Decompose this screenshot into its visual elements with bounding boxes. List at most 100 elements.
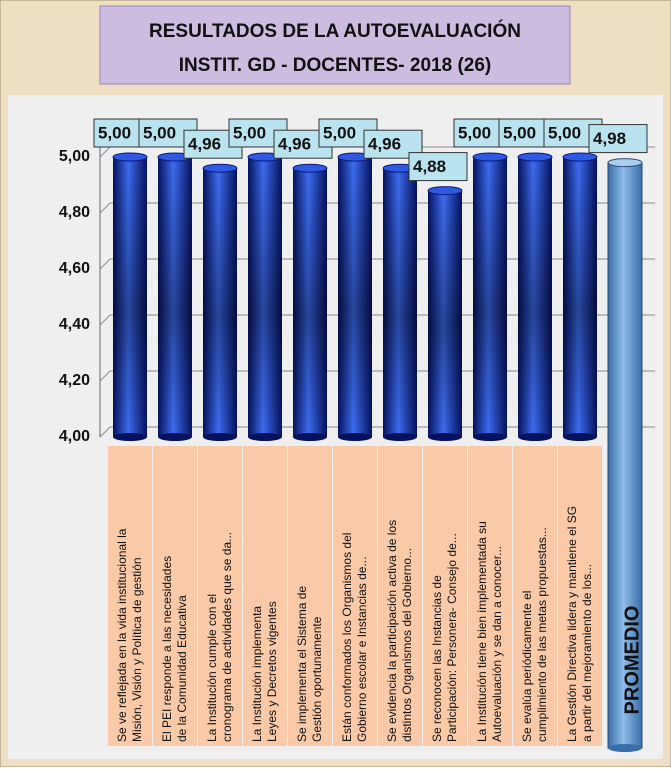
bar-bottom	[113, 433, 147, 441]
label-line: Se evalúa periódicamente el	[520, 591, 534, 742]
bar-shade	[338, 157, 372, 437]
category-label-box	[468, 446, 512, 746]
category-label-box	[333, 446, 377, 746]
title-box	[99, 5, 571, 85]
label-line: Gestión oportunamente	[310, 616, 324, 742]
bar-shade	[428, 190, 462, 437]
value-label: 4,88	[413, 157, 446, 176]
x-tick-label: La Institución tiene bien implementada s…	[475, 521, 504, 742]
y-tick-label: 4,60	[59, 260, 90, 277]
bar-bottom	[428, 433, 462, 441]
chart-subtitle: INSTIT. GD - DOCENTES- 2018 (26)	[179, 55, 492, 76]
bar-shade	[383, 168, 417, 437]
x-tick-label: PROMEDIO	[621, 606, 643, 715]
value-label-box	[408, 152, 468, 182]
label-line: Están conformados los Organismos del	[340, 533, 354, 742]
bar-top	[472, 152, 508, 162]
value-label: 5,00	[548, 123, 581, 142]
bar-bottom	[383, 433, 417, 441]
bar-top	[202, 163, 238, 173]
label-line: Misión, Visión y Política de gestión	[130, 557, 144, 742]
label-line: Se ve reflejada en la vida institucional…	[115, 528, 129, 742]
value-label: 5,00	[323, 123, 356, 142]
value-label: 5,00	[233, 123, 266, 142]
bar-top	[517, 152, 553, 162]
bar-top	[292, 163, 328, 173]
bar-top	[112, 152, 148, 162]
bar-bottom	[248, 433, 282, 441]
value-label: 4,96	[188, 135, 221, 154]
bar-top	[562, 152, 598, 162]
x-tick-label: La Institución cumple con elcronograma d…	[205, 532, 234, 742]
label-line: La Institución tiene bien implementada s…	[475, 521, 489, 742]
y-tick-label: 5,00	[59, 148, 90, 165]
y-tick-label: 4,20	[59, 372, 90, 389]
bar-shade	[158, 157, 192, 437]
label-line: a partir del mejoramiento de los...	[580, 564, 594, 742]
bar-shade	[113, 157, 147, 437]
value-label: 4,96	[368, 135, 401, 154]
category-label-box	[108, 446, 152, 746]
x-tick-label: La Gestión Directiva lidera y mantiene e…	[565, 506, 594, 742]
x-tick-label: La Institución implementaLeyes y Decreto…	[250, 601, 279, 742]
label-line: Se implementa el Sistema de	[295, 586, 309, 742]
bar-bottom	[293, 433, 327, 441]
bar-bottom	[203, 433, 237, 441]
bar-bottom	[608, 744, 642, 752]
bar-bottom	[518, 433, 552, 441]
label-line: Autoevaluación y se dan a conocer...	[490, 546, 504, 742]
bar-shade	[563, 157, 597, 437]
category-label-box	[243, 446, 287, 746]
label-line: cronograma de actividades que se da...	[220, 532, 234, 742]
x-tick-label: Se evidencia la participación activa de …	[385, 520, 414, 742]
value-label: 5,00	[503, 123, 536, 142]
category-label-box	[198, 446, 242, 746]
category-label-box	[378, 446, 422, 746]
bar	[607, 162, 643, 749]
x-tick-label: Se ve reflejada en la vida institucional…	[115, 528, 144, 742]
label-line: El PEI responde a las necesidades	[160, 556, 174, 742]
bar-bottom	[563, 433, 597, 441]
bar-top	[427, 186, 463, 196]
chart-title: RESULTADOS DE LA AUTOEVALUACIÓN	[149, 20, 521, 42]
value-label: 5,00	[98, 123, 131, 142]
category-label-box	[153, 446, 197, 746]
category-label-box	[423, 446, 467, 746]
y-tick-label: 4,40	[59, 316, 90, 333]
x-tick-label: El PEI responde a las necesidadesde la C…	[160, 556, 189, 742]
bar-shade	[248, 157, 282, 437]
value-labels: 5,00 5,00 4,96 5,00 4,96 5,00 4,96 4,88 5,00 5,00…	[93, 118, 648, 182]
value-label: 5,00	[143, 123, 176, 142]
x-tick-label: Se evalúa periódicamente elcumplimiento …	[520, 527, 549, 742]
value-label: 5,00	[458, 123, 491, 142]
label-line: Participación: Personera- Consejo de...	[445, 533, 459, 742]
value-label: 4,96	[278, 135, 311, 154]
label-line: Se reconocen las Instancias de	[430, 575, 444, 742]
label-line: cumplimiento de las metas propuestas...	[535, 527, 549, 742]
bar-shade	[518, 157, 552, 437]
label-line: La Gestión Directiva lidera y mantiene e…	[565, 506, 579, 742]
label-line: Se evidencia la participación activa de …	[385, 520, 399, 742]
category-label-box	[558, 446, 602, 746]
bar-top	[607, 158, 643, 168]
label-line: Gobierno escolar e Instancias de...	[355, 557, 369, 742]
x-tick-label: Se implementa el Sistema deGestión oport…	[295, 586, 324, 742]
label-line: Leyes y Decretos vigentes	[265, 601, 279, 742]
category-label-box	[513, 446, 557, 746]
category-labels: Se ve reflejada en la vida institucional…	[108, 446, 602, 746]
label-line: La Institución cumple con el	[205, 594, 219, 742]
y-tick-label: 4,80	[59, 204, 90, 221]
label-line: distintos Organismos del Gobierno...	[400, 548, 414, 742]
bar-bottom	[473, 433, 507, 441]
x-tick-label: Se reconocen las Instancias deParticipac…	[430, 533, 459, 742]
label-line: de la Comunidad Educativa	[175, 595, 189, 742]
plot: 4,00 4,20 4,40 4,60 4,80 5,00 Se ve reflejada …	[59, 118, 655, 752]
bar-bottom	[338, 433, 372, 441]
value-label-box	[588, 124, 648, 154]
bar-shade	[473, 157, 507, 437]
bar-shade	[203, 168, 237, 437]
y-tick-label: 4,00	[59, 428, 90, 445]
bar-bottom	[158, 433, 192, 441]
label-line: La Institución implementa	[250, 606, 264, 742]
